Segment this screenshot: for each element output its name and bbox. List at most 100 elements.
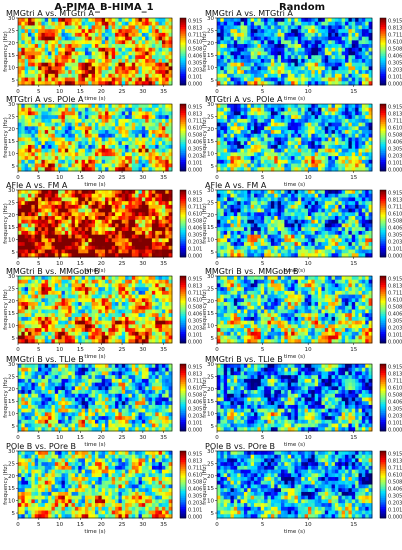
heatmap-cell [148,245,153,251]
heatmap-cell [44,66,49,71]
heatmap-cell [38,40,42,45]
heatmap-cell [254,216,258,221]
heatmap-cell [24,141,29,146]
heatmap-cell [243,208,248,213]
heatmap-cell [220,223,225,228]
heatmap-cell [34,190,39,195]
heatmap-cell [331,133,336,138]
heatmap-cell [18,66,22,71]
heatmap-cell [88,36,93,41]
heatmap-cell [341,40,346,45]
colorbar-segment [180,38,186,41]
heatmap-cell [250,204,255,210]
heatmap-cell [41,148,46,153]
heatmap-cell [121,130,126,135]
heatmap-cell [88,47,93,52]
heatmap-cell [125,115,129,120]
heatmap-cell [168,29,173,34]
heatmap-cell [118,126,123,131]
heatmap-cell [161,212,166,217]
heatmap-cell [254,104,258,109]
heatmap-cell [277,81,282,86]
heatmap-cell [18,193,22,198]
heatmap-cell [247,159,252,165]
heatmap-cell [138,104,143,109]
heatmap-cell [270,29,275,34]
heatmap-cell [307,216,312,221]
heatmap-cell [301,51,306,56]
heatmap-cell [220,44,225,49]
heatmap-cell [240,238,245,243]
x-tick-label: 5 [37,89,41,95]
heatmap-cell [61,238,66,243]
heatmap-cell [145,130,150,135]
heatmap-cell [61,163,66,168]
heatmap-cell [247,197,252,202]
heatmap-cell [61,32,66,38]
heatmap-cell [61,167,66,172]
heatmap-cell [311,44,316,49]
heatmap-cell [81,55,86,60]
heatmap-cell [304,212,309,217]
heatmap-cell [121,36,126,41]
heatmap-cell [318,133,322,138]
heatmap-cell [297,148,302,153]
heatmap-cell [267,29,272,34]
heatmap-cell [168,227,173,232]
heatmap-cell [267,193,272,198]
colorbar-segment [380,78,386,81]
heatmap-cell [155,40,160,45]
heatmap-cell [227,141,231,146]
heatmap-cell [331,51,336,56]
colorbar-tick-label: 0.915 [188,19,202,25]
heatmap-cell [121,122,126,127]
heatmap-cell [294,204,299,210]
colorbar-tick-label: 0.915 [188,105,202,111]
heatmap-cell [81,36,86,41]
heatmap-cell [95,230,99,236]
heatmap-cell [64,163,69,168]
heatmap-cell [95,156,99,161]
heatmap-cell [34,21,39,26]
heatmap-cell [108,36,113,41]
heatmap-cell [128,133,133,138]
heatmap-cell [361,40,366,45]
heatmap-cell [68,212,73,217]
heatmap-cell [54,204,59,210]
heatmap-cell [51,130,56,135]
heatmap-cell [98,159,103,165]
heatmap-cell [58,159,63,165]
heatmap-cell [240,126,245,131]
heatmap-cell [334,130,339,135]
heatmap-cell [358,122,363,127]
heatmap-cell [84,234,89,239]
heatmap-cell [78,104,83,109]
heatmap-cell [274,40,279,45]
heatmap-cell [135,216,140,221]
heatmap-cell [270,159,275,165]
heatmap-cell [161,32,166,38]
heatmap-cell [314,32,319,38]
heatmap-cell [158,47,163,52]
heatmap-cell [28,156,32,161]
heatmap-cell [227,245,231,251]
x-tick-label: 15 [77,89,84,95]
heatmap-cell [155,197,160,202]
heatmap-cell [111,81,116,86]
heatmap-cell [54,115,59,120]
heatmap-cell [118,234,123,239]
heatmap-cell [274,249,279,254]
heatmap-cell [321,156,326,161]
heatmap-cell [254,51,258,56]
heatmap-cell [105,152,109,157]
heatmap-cell [297,242,302,247]
heatmap-cell [250,44,255,49]
heatmap-cell [118,21,123,26]
heatmap-cell [264,167,269,172]
heatmap-cell [281,122,285,127]
heatmap-cell [78,219,83,224]
heatmap-cell [240,144,245,150]
heatmap-cell [348,111,353,116]
heatmap-cell [240,29,245,34]
heatmap-cell [328,47,333,52]
